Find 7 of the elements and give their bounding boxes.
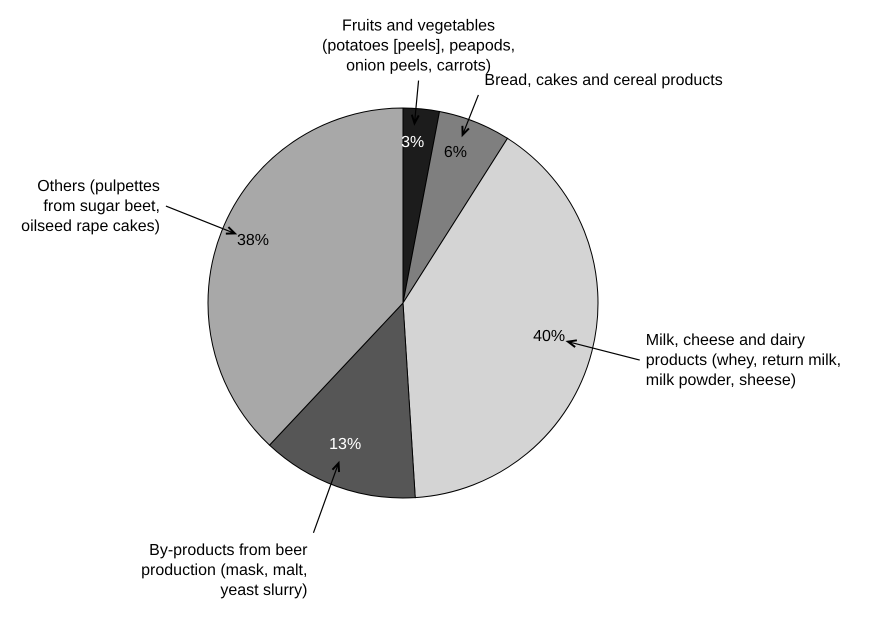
data-label: 13% xyxy=(329,436,362,454)
slice-label: By-products from beer production (mask, malt, yeast slurry) xyxy=(141,542,308,599)
slice-label: Others (pulpettes from sugar beet, oilseed rape cakes) xyxy=(21,178,160,236)
slice-label: Milk, cheese and dairy products (whey, return milk, milk powder, sheese) xyxy=(646,332,842,390)
data-label: 38% xyxy=(236,232,269,249)
data-label: 40% xyxy=(533,328,566,346)
data-label: 6% xyxy=(444,144,467,162)
